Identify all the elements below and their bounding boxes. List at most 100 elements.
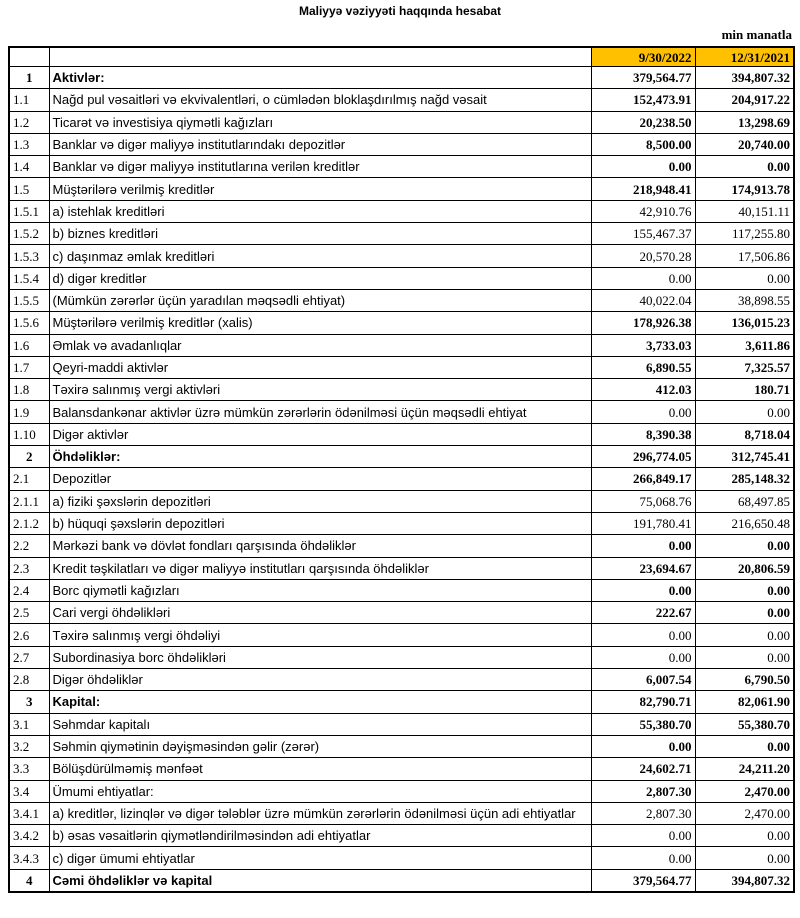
row-label: Digər aktivlər: [48, 422, 592, 447]
row-label: c) daşınmaz əmlak kreditləri: [48, 244, 592, 268]
row-number: 1.5.5: [8, 288, 50, 313]
table-row: 2.2 Mərkəzi bank və dövlət fondları qarşı…: [8, 534, 795, 558]
row-label: Banklar və digər maliyyə institutlarına …: [48, 155, 592, 179]
value-2021: 2,470.00: [694, 801, 795, 826]
value-2022: 0.00: [590, 846, 696, 870]
value-2022: 2,807.30: [590, 779, 696, 803]
row-label: Banklar və digər maliyyə institutlarında…: [48, 132, 592, 157]
value-2021: 0.00: [694, 400, 795, 424]
table-row: 1.10 Digər aktivlər 8,390.38 8,718.04: [8, 422, 795, 447]
value-2022: 152,473.91: [590, 88, 696, 112]
row-number: 1.5.4: [8, 266, 50, 290]
row-number: 4: [8, 868, 50, 893]
table-row: 1.9 Balansdankənar aktivlər üzrə mümkün z…: [8, 400, 795, 424]
value-2022: 6,007.54: [590, 668, 696, 692]
value-2022: 24,602.71: [590, 757, 696, 781]
table-row: 1.7 Qeyri-maddi aktivlər 6,890.55 7,325.57: [8, 355, 795, 380]
value-2021: 216,650.48: [694, 511, 795, 536]
row-label: Borc qiymətli kağızları: [48, 578, 592, 603]
value-2021: 136,015.23: [694, 311, 795, 335]
row-number: 3.2: [8, 734, 50, 759]
value-2022: 20,570.28: [590, 244, 696, 268]
table-row: 2.6 Təxirə salınmış vergi öhdəliyi 0.00 0.0…: [8, 623, 795, 647]
table-row: 3 Kapital: 82,790.71 82,061.90: [8, 690, 795, 714]
row-number: 1.5: [8, 177, 50, 201]
value-2021: 394,807.32: [694, 868, 795, 893]
value-2021: 117,255.80: [694, 222, 795, 246]
value-2022: 6,890.55: [590, 355, 696, 380]
value-2022: 412.03: [590, 378, 696, 402]
value-2021: 285,148.32: [694, 467, 795, 491]
value-2021: 17,506.86: [694, 244, 795, 268]
row-label: d) digər kreditlər: [48, 266, 592, 290]
row-label: Öhdəliklər:: [48, 445, 592, 469]
row-number: 3.1: [8, 712, 50, 736]
row-label: a) istehlak kreditləri: [48, 199, 592, 224]
row-label: Digər öhdəliklər: [48, 668, 592, 692]
table-row: 1.5.2 b) biznes kreditləri 155,467.37 117,2…: [8, 222, 795, 246]
row-label: Aktivlər:: [48, 65, 592, 90]
row-label: Nağd pul vəsaitləri və ekvivalentləri, o…: [48, 88, 592, 112]
row-number: 1.7: [8, 355, 50, 380]
table-row: 3.4.1 a) kreditlər, lizinqlər və digər tə…: [8, 801, 795, 826]
table-row: 1.3 Banklar və digər maliyyə institutları…: [8, 132, 795, 157]
row-number: 1.6: [8, 333, 50, 357]
table-row: 3.4 Ümumi ehtiyatlar: 2,807.30 2,470.00: [8, 779, 795, 803]
row-label: Kredit təşkilatları və digər maliyyə ins…: [48, 556, 592, 580]
row-number: 1.2: [8, 110, 50, 134]
value-2021: 20,740.00: [694, 132, 795, 157]
row-number: 2.3: [8, 556, 50, 580]
value-2022: 42,910.76: [590, 199, 696, 224]
row-label: Cəmi öhdəliklər və kapital: [48, 868, 592, 893]
value-2022: 8,500.00: [590, 132, 696, 157]
table-row: 1.5.6 Müştərilərə verilmiş kreditlər (xal…: [8, 311, 795, 335]
row-number: 1.5.2: [8, 222, 50, 246]
value-2022: 218,948.41: [590, 177, 696, 201]
value-2021: 0.00: [694, 578, 795, 603]
value-2021: 68,497.85: [694, 489, 795, 513]
row-label: Kapital:: [48, 690, 592, 714]
table-row: 2.1.2 b) hüquqi şəxslərin depozitləri 191,…: [8, 511, 795, 536]
table-row: 2.8 Digər öhdəliklər 6,007.54 6,790.50: [8, 668, 795, 692]
table-row: 1.2 Ticarət və investisiya qiymətli kağız…: [8, 110, 795, 134]
value-2021: 0.00: [694, 266, 795, 290]
table-row: 1.4 Banklar və digər maliyyə institutları…: [8, 155, 795, 179]
row-number: 1: [8, 65, 50, 90]
value-2021: 7,325.57: [694, 355, 795, 380]
value-2021: 180.71: [694, 378, 795, 402]
row-label: b) hüquqi şəxslərin depozitləri: [48, 511, 592, 536]
value-2022: 0.00: [590, 623, 696, 647]
table-row: 1.5.5 (Mümkün zərərlər üçün yaradılan məq…: [8, 288, 795, 313]
row-number: 1.5.1: [8, 199, 50, 224]
value-2022: 75,068.76: [590, 489, 696, 513]
unit-label: min manatla: [721, 27, 792, 42]
table-row: 1 Aktivlər: 379,564.77 394,807.32: [8, 65, 795, 90]
row-label: Bölüşdürülməmiş mənfəət: [48, 757, 592, 781]
row-number: 1.1: [8, 88, 50, 112]
value-2022: 379,564.77: [590, 868, 696, 893]
value-2022: 379,564.77: [590, 65, 696, 90]
row-number: 2.2: [8, 534, 50, 558]
empty-cell: [48, 46, 592, 67]
value-2022: 155,467.37: [590, 222, 696, 246]
value-2022: 3,733.03: [590, 333, 696, 357]
row-number: 2.1: [8, 467, 50, 491]
value-2021: 38,898.55: [694, 288, 795, 313]
value-2022: 0.00: [590, 734, 696, 759]
value-2022: 0.00: [590, 645, 696, 670]
row-label: Balansdankənar aktivlər üzrə mümkün zərə…: [48, 400, 592, 424]
row-label: a) kreditlər, lizinqlər və digər tələblə…: [48, 801, 592, 826]
table-row: 1.5.1 a) istehlak kreditləri 42,910.76 40,1…: [8, 199, 795, 224]
row-label: Müştərilərə verilmiş kreditlər: [48, 177, 592, 201]
value-2022: 222.67: [590, 601, 696, 625]
value-2021: 204,917.22: [694, 88, 795, 112]
empty-cell: [8, 46, 50, 67]
row-label: Təxirə salınmış vergi aktivləri: [48, 378, 592, 402]
row-number: 2.5: [8, 601, 50, 625]
value-2022: 0.00: [590, 400, 696, 424]
table-row: 2.7 Subordinasiya borc öhdəlikləri 0.00 0.0…: [8, 645, 795, 670]
row-label: Depozitlər: [48, 467, 592, 491]
value-2022: 0.00: [590, 824, 696, 848]
table-row: 3.4.2 b) əsas vəsaitlərin qiymətləndirilm…: [8, 824, 795, 848]
header-row: 9/30/2022 12/31/2021: [8, 46, 795, 67]
